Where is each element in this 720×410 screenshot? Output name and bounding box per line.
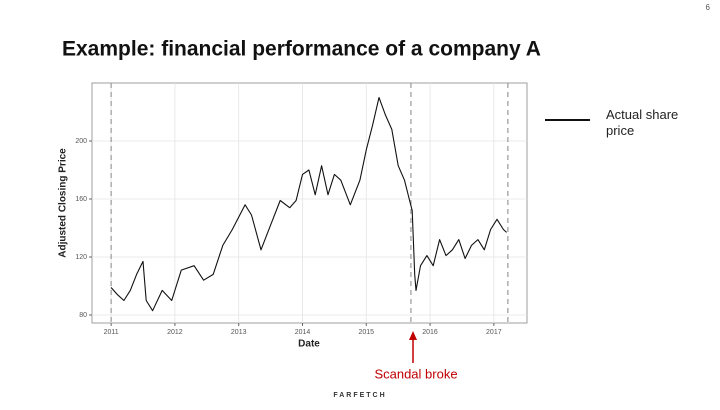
chart-title: Example: financial performance of a comp…	[62, 38, 541, 61]
y-tick-label: 160	[75, 196, 87, 203]
annotation: Scandal broke	[374, 366, 457, 381]
y-axis-title: Adjusted Closing Price	[58, 148, 69, 258]
x-tick-label: 2014	[295, 329, 311, 336]
annotation-arrowhead	[409, 331, 417, 340]
x-tick-label: 2016	[422, 329, 438, 336]
legend-label: Actual share price	[606, 107, 679, 138]
x-axis-title: Date	[298, 339, 320, 350]
y-tick-label: 200	[75, 138, 87, 145]
price-line	[110, 96, 507, 312]
x-tick-label: 2012	[167, 329, 183, 336]
plot-panel	[91, 82, 528, 324]
page-number: 6	[706, 3, 711, 12]
x-tick-label: 2013	[231, 329, 247, 336]
x-tick-label: 2011	[104, 329, 119, 336]
x-tick-label: 2017	[486, 329, 502, 336]
y-tick-label: 80	[79, 312, 87, 319]
logo: FARFETCH	[333, 392, 386, 399]
y-tick-label: 120	[75, 254, 87, 261]
x-tick-label: 2015	[358, 329, 374, 336]
